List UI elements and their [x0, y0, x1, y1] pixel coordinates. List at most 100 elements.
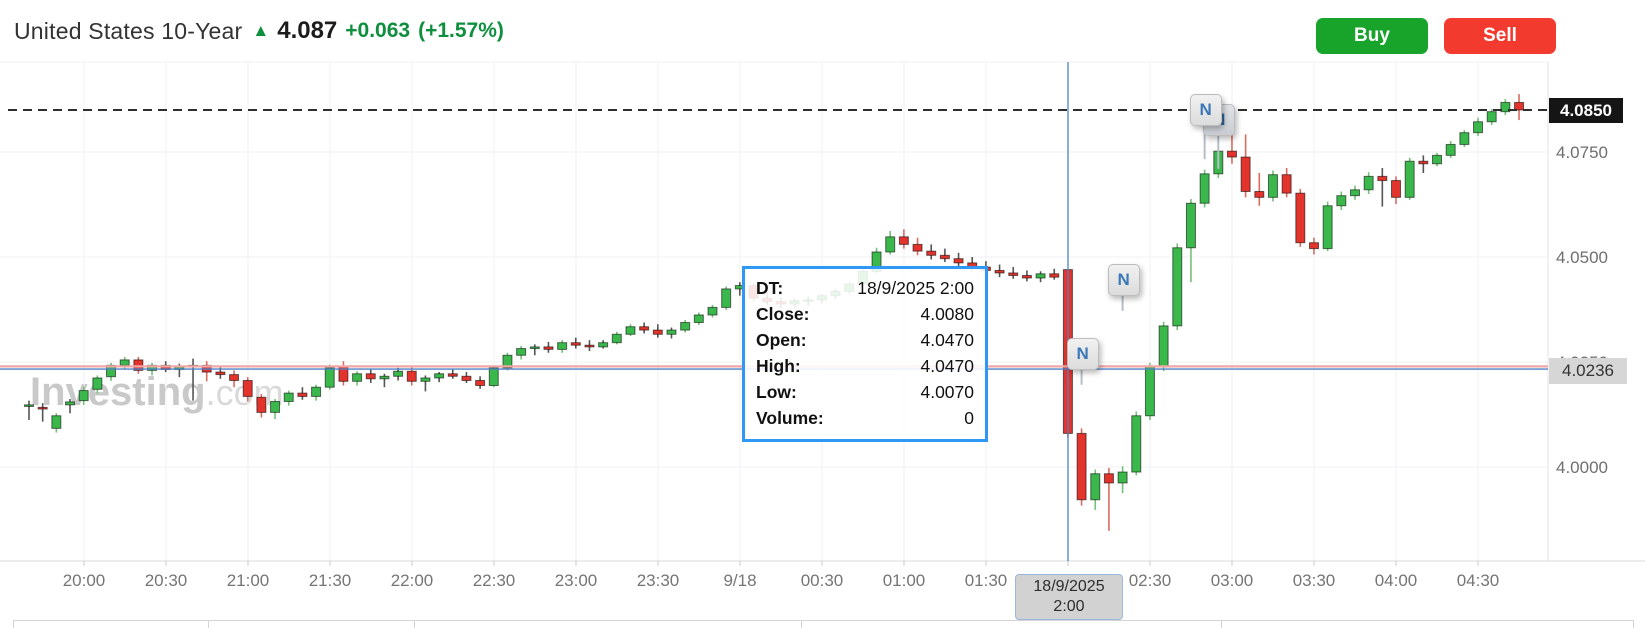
candle — [584, 344, 595, 348]
tooltip-value: 18/9/2025 2:00 — [857, 277, 974, 298]
crosshair-date-line2: 2:00 — [1053, 598, 1085, 615]
candle — [379, 375, 390, 380]
up-arrow-icon: ▲ — [252, 21, 270, 40]
candle — [1144, 366, 1155, 417]
time-tick-label: 9/18 — [723, 571, 757, 590]
candle — [37, 406, 48, 410]
candle — [475, 379, 486, 387]
candle — [434, 373, 445, 379]
candle — [994, 269, 1005, 274]
candle — [256, 396, 267, 413]
candle — [625, 326, 636, 335]
candle — [1008, 272, 1019, 276]
time-tick-label: 21:00 — [226, 571, 270, 590]
candle — [1377, 175, 1388, 182]
time-tick-label: 03:00 — [1210, 571, 1254, 590]
candle — [529, 346, 540, 350]
candle — [119, 359, 130, 366]
time-tick-label: 01:00 — [882, 571, 926, 590]
candle — [611, 333, 622, 344]
table-divider — [801, 621, 802, 628]
tooltip-row: Close: 4.0080 — [756, 301, 974, 327]
candle — [311, 386, 322, 397]
candle — [516, 348, 527, 356]
candle — [1514, 101, 1525, 111]
candle — [652, 329, 663, 335]
time-tick-label: 04:00 — [1374, 571, 1418, 590]
candle — [488, 367, 499, 387]
candle — [65, 401, 76, 406]
candle — [598, 342, 609, 348]
crosshair-price-label: 4.0236 — [1549, 358, 1627, 384]
tooltip-label: Open: — [756, 329, 807, 350]
time-tick-label: 02:30 — [1128, 571, 1172, 590]
candle — [1226, 150, 1237, 158]
candle — [1117, 471, 1128, 484]
candle — [1090, 473, 1101, 501]
time-tick-label: 20:30 — [144, 571, 188, 590]
tooltip-label: Low: — [756, 381, 797, 402]
candle — [1500, 101, 1511, 113]
candle — [1254, 190, 1265, 198]
candle — [898, 236, 909, 245]
candle — [229, 374, 240, 381]
candle — [352, 373, 363, 382]
candle — [1404, 160, 1415, 198]
tooltip-value: 0 — [964, 407, 974, 428]
candle — [885, 236, 896, 253]
news-marker[interactable]: N — [1066, 337, 1099, 370]
candle — [666, 329, 677, 335]
candle — [926, 250, 937, 256]
candle — [365, 373, 376, 380]
candle — [447, 373, 458, 377]
news-marker[interactable]: N — [1107, 263, 1140, 296]
candle — [1103, 473, 1114, 484]
candle — [1185, 202, 1196, 249]
price-change-percent: (+1.57%) — [418, 19, 504, 42]
tooltip-row: Volume: 0 — [756, 405, 974, 431]
time-tick-label: 23:00 — [554, 571, 598, 590]
tooltip-row: DT: 18/9/2025 2:00 — [756, 275, 974, 301]
candle — [461, 375, 472, 381]
price-tick-label: 4.0000 — [1556, 458, 1608, 477]
candle — [78, 390, 89, 402]
current-price-axis-label: 4.0850 — [1549, 98, 1623, 123]
tooltip-label: High: — [756, 355, 801, 376]
price-tick-label: 4.0750 — [1556, 143, 1608, 162]
news-marker[interactable]: N — [1189, 94, 1222, 127]
candle — [393, 370, 404, 377]
buy-button[interactable]: Buy — [1316, 18, 1428, 54]
candle — [1473, 121, 1484, 134]
time-tick-label: 22:00 — [390, 571, 434, 590]
instrument-title: United States 10-Year — [14, 17, 243, 44]
candle — [939, 254, 950, 260]
candle — [270, 400, 281, 413]
price-tick-label: 4.0500 — [1556, 248, 1608, 267]
candle — [1486, 111, 1497, 123]
table-divider — [1221, 621, 1222, 628]
crosshair-date-line1: 18/9/2025 — [1033, 578, 1105, 595]
candle — [297, 392, 308, 397]
candle — [324, 367, 335, 388]
tooltip-row: Low: 4.0070 — [756, 379, 974, 405]
candle — [1322, 205, 1333, 250]
tooltip-value: 4.0470 — [920, 355, 974, 376]
time-tick-label: 01:30 — [964, 571, 1008, 590]
candle — [242, 379, 253, 397]
candle — [420, 377, 431, 382]
candle — [1418, 160, 1429, 165]
candle — [1240, 156, 1251, 192]
candle — [1035, 273, 1046, 279]
candle — [721, 288, 732, 308]
sell-button[interactable]: Sell — [1444, 18, 1556, 54]
candle — [693, 314, 704, 324]
price-change: +0.063 — [345, 19, 411, 42]
tooltip-value: 4.0070 — [920, 381, 974, 402]
time-tick-label: 21:30 — [308, 571, 352, 590]
crosshair-date-label: 18/9/2025 2:00 — [1015, 574, 1123, 620]
candle — [953, 258, 964, 264]
tooltip-value: 4.0080 — [920, 303, 974, 324]
tooltip-label: Volume: — [756, 407, 824, 428]
candle — [92, 377, 103, 390]
time-tick-label: 22:30 — [472, 571, 516, 590]
